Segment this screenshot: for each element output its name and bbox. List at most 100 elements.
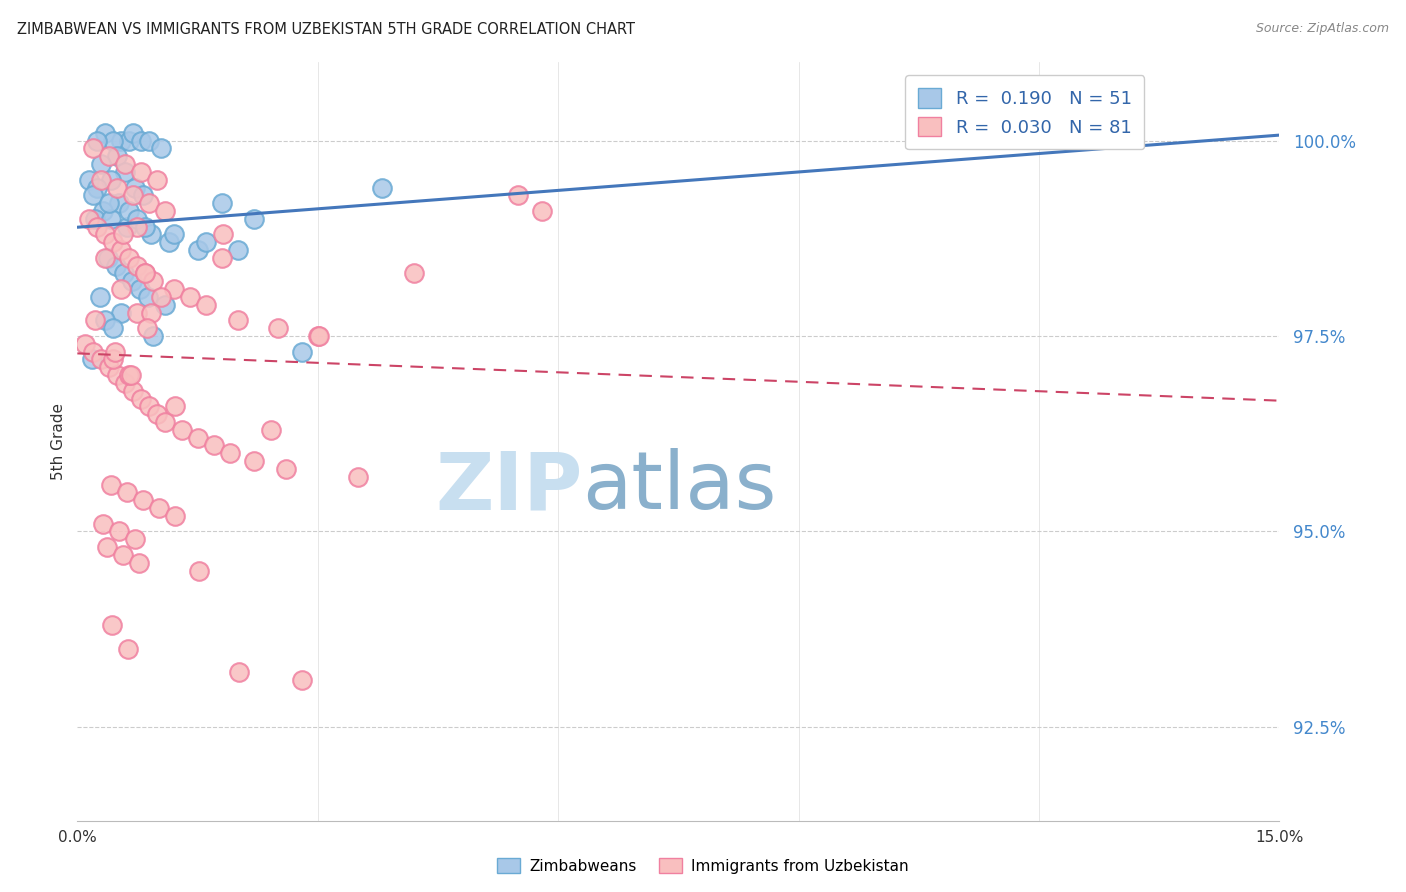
Point: [165, 508, 187, 523]
Point: [212, 227, 235, 242]
Point: [107, 368, 129, 383]
Point: [122, 188, 145, 202]
Point: [98, 149, 121, 163]
Point: [82, 188, 104, 202]
Point: [125, 305, 148, 319]
Point: [134, 219, 156, 234]
Point: [101, 618, 124, 632]
Point: [86, 134, 108, 148]
Point: [90, 172, 112, 186]
Point: [94, 227, 117, 242]
Point: [170, 423, 193, 437]
Point: [138, 196, 160, 211]
Point: [165, 400, 187, 414]
Point: [115, 485, 138, 500]
Point: [291, 344, 314, 359]
Point: [162, 227, 184, 242]
Point: [274, 462, 297, 476]
Point: [112, 267, 135, 281]
Point: [149, 290, 172, 304]
Point: [122, 384, 145, 398]
Point: [115, 219, 138, 234]
Point: [134, 267, 156, 281]
Point: [108, 524, 131, 539]
Point: [155, 415, 177, 429]
Point: [94, 126, 117, 140]
Point: [307, 329, 329, 343]
Point: [118, 251, 141, 265]
Legend: Zimbabweans, Immigrants from Uzbekistan: Zimbabweans, Immigrants from Uzbekistan: [491, 852, 915, 880]
Point: [114, 157, 136, 171]
Point: [98, 196, 121, 211]
Point: [142, 329, 165, 343]
Point: [139, 227, 162, 242]
Point: [242, 454, 264, 468]
Point: [84, 211, 107, 226]
Point: [211, 196, 233, 211]
Point: [194, 235, 217, 250]
Point: [128, 282, 150, 296]
Point: [162, 282, 184, 296]
Text: ZIMBABWEAN VS IMMIGRANTS FROM UZBEKISTAN 5TH GRADE CORRELATION CHART: ZIMBABWEAN VS IMMIGRANTS FROM UZBEKISTAN…: [17, 22, 636, 37]
Point: [150, 141, 173, 155]
Point: [75, 336, 97, 351]
Point: [121, 274, 143, 288]
Point: [124, 180, 146, 194]
Text: Source: ZipAtlas.com: Source: ZipAtlas.com: [1256, 22, 1389, 36]
Point: [101, 352, 124, 367]
Point: [110, 243, 132, 257]
Point: [89, 290, 111, 304]
Point: [118, 203, 141, 218]
Point: [117, 368, 139, 383]
Point: [136, 321, 159, 335]
Point: [108, 196, 131, 211]
Point: [127, 259, 149, 273]
Point: [508, 188, 530, 202]
Point: [146, 407, 169, 421]
Point: [138, 134, 160, 148]
Point: [100, 211, 122, 226]
Point: [202, 438, 225, 452]
Point: [128, 556, 150, 570]
Point: [186, 431, 209, 445]
Point: [260, 423, 283, 437]
Point: [159, 235, 181, 250]
Point: [127, 211, 149, 226]
Point: [100, 172, 122, 186]
Point: [179, 290, 201, 304]
Point: [94, 313, 117, 327]
Point: [124, 533, 146, 547]
Point: [90, 352, 112, 367]
Point: [136, 290, 159, 304]
Point: [91, 203, 114, 218]
Point: [131, 392, 153, 406]
Point: [107, 180, 129, 194]
Point: [226, 243, 249, 257]
Point: [82, 344, 104, 359]
Point: [218, 446, 240, 460]
Point: [111, 548, 134, 562]
Point: [93, 251, 115, 265]
Point: [155, 298, 177, 312]
Point: [122, 126, 145, 140]
Point: [103, 134, 125, 148]
Point: [132, 188, 155, 202]
Point: [86, 219, 108, 234]
Point: [96, 540, 118, 554]
Point: [131, 165, 153, 179]
Point: [107, 149, 129, 163]
Point: [267, 321, 290, 335]
Point: [134, 267, 156, 281]
Point: [110, 305, 132, 319]
Point: [110, 134, 132, 148]
Point: [114, 165, 136, 179]
Text: ZIP: ZIP: [434, 448, 582, 526]
Point: [155, 203, 177, 218]
Point: [84, 313, 107, 327]
Point: [100, 477, 122, 491]
Point: [228, 665, 250, 680]
Point: [86, 180, 108, 194]
Point: [371, 180, 394, 194]
Point: [114, 376, 136, 390]
Point: [186, 243, 209, 257]
